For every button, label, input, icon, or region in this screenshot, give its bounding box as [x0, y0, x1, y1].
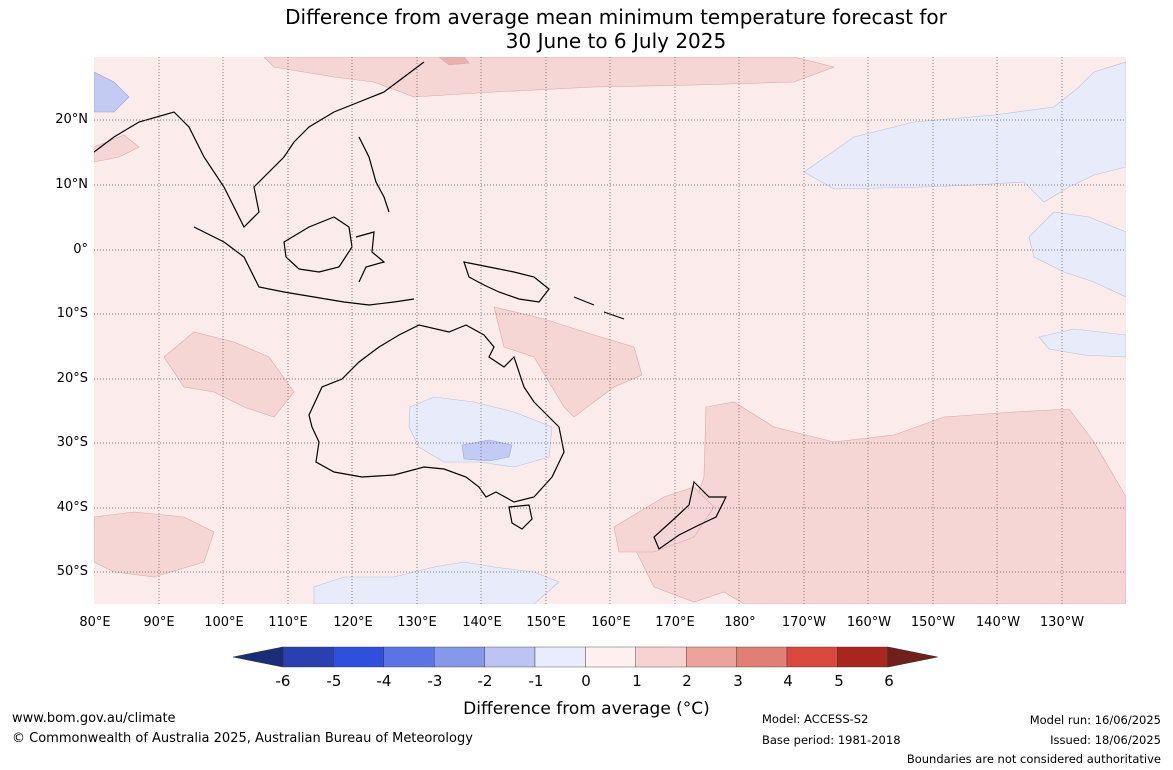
colorbar-tick: -5	[326, 672, 342, 690]
colorbar-tick: 5	[834, 672, 844, 690]
colorbar	[233, 646, 938, 668]
coastline-borneo	[283, 216, 353, 273]
colorbar-cell	[837, 646, 889, 668]
lon-label-130e: 130°E	[397, 615, 437, 630]
colorbar-tick: -1	[528, 672, 544, 690]
lon-label-140e: 140°E	[462, 615, 502, 630]
anomaly-region-warm-north	[263, 57, 836, 98]
lon-label-160w: 160°W	[846, 615, 892, 630]
coastline-tasmania	[508, 504, 533, 530]
coastline-australia	[308, 324, 565, 503]
copyright-text: © Commonwealth of Australia 2025, Austra…	[12, 731, 473, 746]
colorbar-cell	[534, 646, 586, 668]
colorbar-tick: 4	[783, 672, 793, 690]
colorbar-cell	[333, 646, 385, 668]
colorbar-cell	[433, 646, 485, 668]
coastline-philippines	[358, 136, 390, 213]
lon-label-130w: 130°W	[1039, 615, 1085, 630]
coastline-solomon-islands	[573, 296, 625, 320]
colorbar-tick: -2	[477, 672, 493, 690]
coastline-sulawesi	[355, 231, 386, 283]
lon-label-160e: 160°E	[591, 615, 631, 630]
website-link[interactable]: www.bom.gov.au/climate	[12, 711, 176, 726]
lat-label-10s: 10°S	[56, 306, 88, 321]
colorbar-extend-low	[233, 646, 284, 668]
lon-label-80e: 80°E	[79, 615, 111, 630]
colorbar-tick: 1	[632, 672, 642, 690]
coastline-new-zealand	[653, 480, 727, 550]
anomaly-region-cool-inland-australia	[408, 396, 553, 468]
colorbar-tick: 2	[682, 672, 692, 690]
anomaly-region-cool-southeast	[1038, 328, 1126, 358]
colorbar-cell	[786, 646, 838, 668]
lon-label-90e: 90°E	[143, 615, 175, 630]
anomaly-region-cool-east-pacific	[1028, 211, 1126, 298]
colorbar-cell	[383, 646, 435, 668]
colorbar-tick: -4	[376, 672, 392, 690]
anomaly-region-warm-southwest	[94, 511, 215, 578]
colorbar-label: Difference from average (°C)	[463, 699, 710, 719]
map-title-line-2: 30 June to 6 July 2025	[505, 29, 727, 53]
lon-label-150w: 150°W	[910, 615, 956, 630]
coastline-sumatra-java	[193, 226, 415, 306]
lon-label-110e: 110°E	[268, 615, 308, 630]
anomaly-region-warm-bay-of-bengal	[94, 134, 140, 163]
colorbar-cell	[686, 646, 737, 668]
colorbar-cell	[585, 646, 636, 668]
model-run-text: Model run: 16/06/2025	[1029, 713, 1161, 727]
colorbar-cell	[635, 646, 687, 668]
colorbar-tick: -3	[427, 672, 443, 690]
lat-label-30s: 30°S	[56, 435, 88, 450]
anomaly-region-cool-south-china	[94, 71, 130, 113]
anomaly-region-cool-southern-ocean	[313, 561, 560, 604]
colorbar-tick: 3	[733, 672, 743, 690]
lat-label-0: 0°	[73, 242, 88, 257]
lat-label-40s: 40°S	[56, 500, 88, 515]
lon-label-170w: 170°W	[781, 615, 827, 630]
anomaly-region-warm-indian-ocean	[163, 331, 295, 418]
lon-label-120e: 120°E	[333, 615, 373, 630]
lon-label-150e: 150°E	[526, 615, 566, 630]
lon-label-170e: 170°E	[655, 615, 695, 630]
model-text: Model: ACCESS-S2	[762, 712, 869, 726]
lat-label-10n: 10°N	[55, 177, 88, 192]
colorbar-tick: 6	[884, 672, 894, 690]
colorbar-extend-high	[887, 646, 938, 668]
forecast-map	[94, 57, 1126, 604]
lat-label-20s: 20°S	[56, 371, 88, 386]
lon-label-140w: 140°W	[975, 615, 1021, 630]
coastline-asia-mainland	[94, 61, 425, 229]
anomaly-region-hot-spot	[438, 57, 470, 66]
lon-label-100e: 100°E	[204, 615, 244, 630]
base-period-text: Base period: 1981-2018	[762, 733, 901, 747]
lat-label-20n: 20°N	[55, 112, 88, 127]
colorbar-tick: -6	[275, 672, 291, 690]
anomaly-region-warm-coral-sea	[493, 306, 643, 418]
colorbar-cell	[484, 646, 536, 668]
graticule	[94, 57, 1126, 604]
colorbar-cell	[736, 646, 788, 668]
colorbar-cell	[282, 646, 334, 668]
disclaimer-text: Boundaries are not considered authoritat…	[906, 752, 1161, 766]
coastline-new-guinea	[463, 261, 550, 303]
map-title-line-1: Difference from average mean minimum tem…	[285, 5, 947, 29]
lat-label-50s: 50°S	[56, 564, 88, 579]
issued-text: Issued: 18/06/2025	[1050, 733, 1161, 747]
lon-label-180: 180°	[724, 615, 756, 630]
anomaly-region-cool-north-pacific	[803, 61, 1126, 203]
anomaly-region-cool-core	[461, 439, 513, 462]
colorbar-tick: 0	[581, 672, 591, 690]
